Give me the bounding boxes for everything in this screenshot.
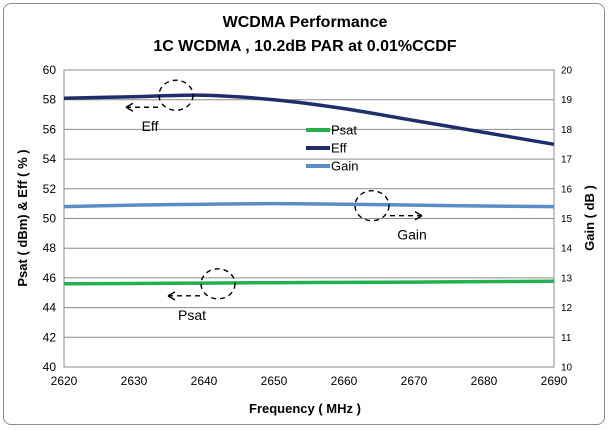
y2-tick-label: 18 [561,125,573,136]
x-tick-label: 2680 [471,374,498,388]
y-tick-label: 40 [43,360,57,374]
y-tick-label: 44 [43,301,57,315]
x-axis-title: Frequency ( MHz ) [249,401,361,416]
gridlines [64,69,554,368]
x-tick-label: 2650 [261,374,288,388]
chart-frame [3,3,605,425]
annotation-ellipse-gain [354,190,390,222]
y-tick-label: 50 [43,212,57,226]
y2-tick-label: 13 [561,273,573,284]
x-axis-ticks: 2620 2630 2640 2650 2660 2670 2680 2690 [51,374,568,388]
x-tick-label: 2670 [401,374,428,388]
annotation-label-eff: Eff [142,118,159,134]
annotation-arrowhead-psat [167,291,176,301]
y2-tick-label: 15 [561,214,573,225]
chart-title: WCDMA Performance [223,14,388,31]
y-tick-label: 54 [43,152,57,166]
y-tick-label: 60 [43,63,57,77]
y2-tick-label: 20 [561,66,573,77]
annotation-arrowhead-gain [414,211,423,221]
series-lines [63,93,555,286]
y2-tick-label: 19 [561,95,573,106]
y2-tick-label: 11 [561,333,572,344]
annotation-ellipse-eff [158,79,194,111]
y-axis-title: Psat ( dBm) & Eff ( % ) [15,149,30,286]
y2-axis-ticks: 10 11 12 13 14 15 16 17 18 19 20 [561,66,573,374]
chart-subtitle: 1C WCDMA , 10.2dB PAR at 0.01%CCDF [153,38,456,55]
legend-label-eff: Eff [331,141,347,156]
y-tick-label: 46 [43,271,57,285]
legend-label-gain: Gain [331,159,358,174]
annotation-arrowhead-eff [125,102,134,112]
x-tick-label: 2660 [331,374,358,388]
series-line-eff [63,93,555,147]
annotation-label-gain: Gain [397,227,427,243]
x-tick-label: 2630 [121,374,148,388]
annotations: Eff Gain Psat [125,79,427,323]
y-tick-label: 56 [43,122,57,136]
y-tick-label: 52 [43,182,57,196]
plot-area [63,69,555,368]
y-tick-label: 48 [43,241,57,255]
y2-tick-label: 17 [561,155,573,166]
y-tick-label: 42 [43,330,57,344]
y2-tick-label: 16 [561,184,573,195]
y2-tick-label: 14 [561,244,573,255]
annotation-ellipse-psat [200,268,236,300]
y-tick-label: 58 [43,93,57,107]
legend: Psat Eff Gain [306,123,358,174]
y2-tick-label: 12 [561,303,573,314]
annotation-label-psat: Psat [178,307,206,323]
x-tick-label: 2690 [541,374,568,388]
series-line-psat [63,279,555,286]
y2-axis-title: Gain ( dB ) [582,185,597,251]
legend-label-psat: Psat [331,123,357,138]
x-tick-label: 2620 [51,374,78,388]
y-axis-ticks: 40 42 44 46 48 50 52 54 56 58 60 [43,63,57,374]
y2-tick-label: 10 [561,363,573,374]
x-tick-label: 2640 [191,374,218,388]
series-line-gain [63,201,555,209]
